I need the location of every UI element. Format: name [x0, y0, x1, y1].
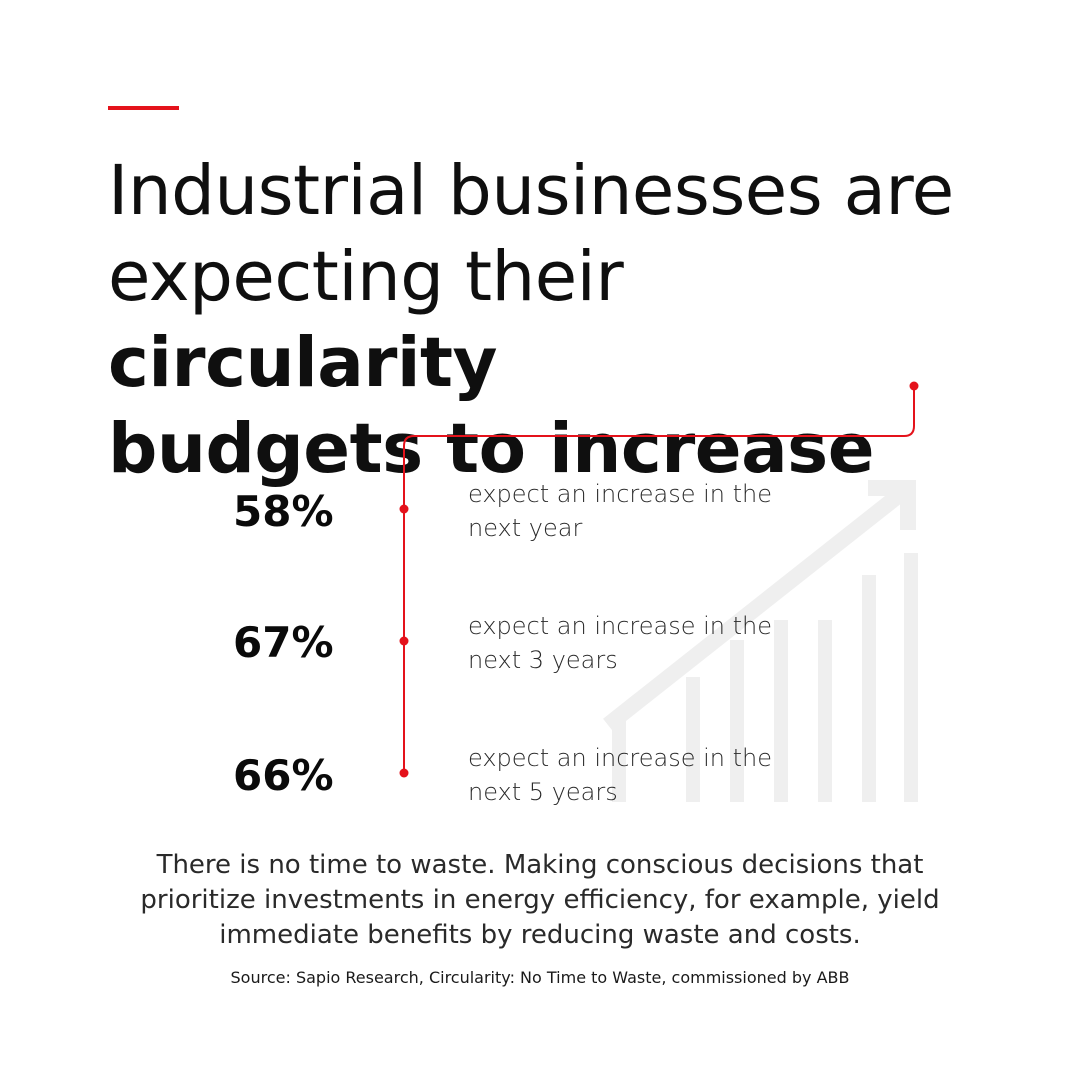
stat-value-next-5-years: 66%: [233, 751, 334, 800]
growth-chart-icon: [603, 480, 918, 802]
body-text-line: immediate benefits by reducing waste and…: [219, 920, 861, 950]
stat-desc-next-3-years: expect an increase in the next 3 years: [468, 609, 848, 677]
timeline-dot-1: [399, 504, 409, 514]
connector-end-dot: [909, 381, 919, 391]
stat-desc-next-5-years: expect an increase in the next 5 years: [468, 741, 848, 809]
stat-value-next-3-years: 67%: [233, 618, 334, 667]
stat-value-next-year: 58%: [233, 487, 334, 536]
stat-desc-line: expect an increase in the: [468, 612, 773, 640]
stat-desc-line: next year: [468, 514, 583, 542]
headline-line-3-bold: budgets to increase: [108, 409, 875, 489]
headline-line-1: Industrial businesses are: [108, 151, 954, 231]
body-text-line: There is no time to waste. Making consci…: [156, 850, 924, 880]
headline-line-2-regular: expecting their: [108, 237, 624, 317]
stat-desc-line: expect an increase in the: [468, 744, 773, 772]
stat-desc-line: next 3 years: [468, 646, 618, 674]
source-citation: Source: Sapio Research, Circularity: No …: [230, 968, 850, 987]
stat-desc-next-year: expect an increase in the next year: [468, 477, 848, 545]
timeline-dot-3: [399, 768, 409, 778]
accent-bar: [108, 106, 179, 110]
body-text-line: prioritize investments in energy efficie…: [140, 885, 940, 915]
timeline-dot-2: [399, 636, 409, 646]
stat-desc-line: next 5 years: [468, 778, 618, 806]
body-text: There is no time to waste. Making consci…: [120, 848, 960, 953]
stat-desc-line: expect an increase in the: [468, 480, 773, 508]
page-title: Industrial businesses are expecting thei…: [108, 148, 1008, 492]
headline-line-2-bold: circularity: [108, 323, 497, 403]
